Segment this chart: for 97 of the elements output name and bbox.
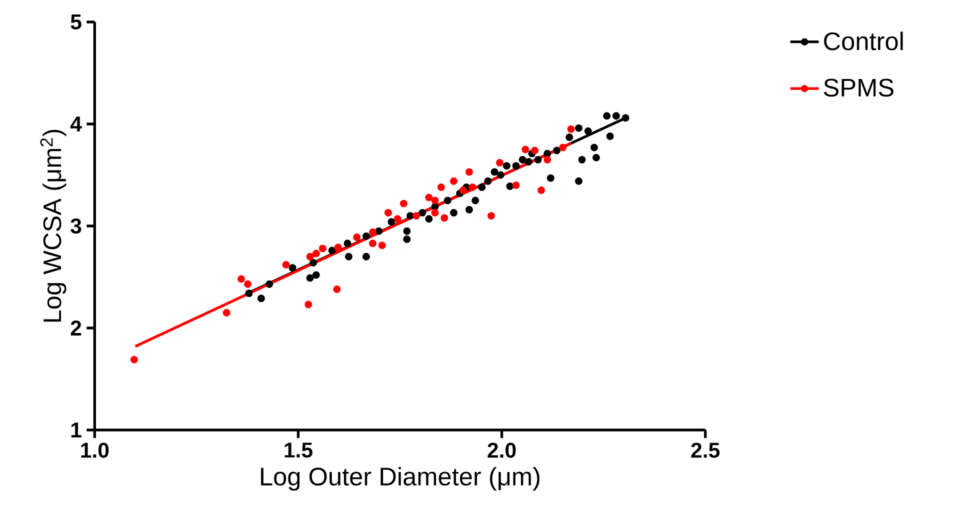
point: [378, 242, 386, 250]
y-tick-label: 1: [71, 422, 82, 438]
y-tick-label: 5: [70, 14, 82, 30]
point: [368, 228, 376, 236]
point: [431, 209, 439, 216]
y-axis-title: Log WCSA (μm$^{2}$): [40, 130, 66, 322]
y-tick-label: 3: [70, 218, 82, 234]
point: [534, 156, 542, 164]
point: [440, 214, 448, 222]
point: [444, 196, 452, 204]
point: [431, 196, 439, 204]
point: [502, 162, 510, 170]
point: [222, 308, 230, 316]
point: [584, 127, 592, 135]
point: [606, 132, 614, 140]
point: [496, 171, 504, 179]
point: [544, 156, 552, 164]
point: [304, 300, 312, 308]
point: [282, 261, 290, 268]
point: [306, 274, 314, 282]
x-tick-label: 2.0: [488, 442, 516, 458]
point: [512, 181, 520, 189]
point: [403, 227, 411, 235]
point: [312, 250, 320, 258]
point: [567, 125, 575, 133]
point: [288, 264, 296, 272]
point: [531, 146, 538, 154]
x-tick-label: 1.5: [284, 442, 312, 458]
point: [478, 184, 486, 191]
point: [344, 252, 352, 260]
point: [437, 184, 445, 191]
point: [465, 168, 473, 176]
point: [328, 246, 336, 254]
point: [484, 177, 492, 185]
point: [522, 146, 530, 154]
point: [318, 244, 326, 252]
point: [465, 206, 473, 214]
point: [612, 112, 620, 120]
point: [130, 356, 138, 364]
point: [237, 275, 245, 283]
point: [394, 215, 402, 223]
point: [362, 232, 370, 240]
point: [490, 168, 498, 176]
point: [487, 212, 495, 220]
point: [472, 196, 480, 204]
point: [312, 271, 320, 279]
point: [603, 112, 611, 120]
point: [418, 209, 426, 216]
point: [362, 252, 370, 260]
point: [375, 227, 383, 235]
point: [368, 240, 376, 248]
point: [400, 200, 408, 208]
point: [459, 186, 467, 194]
point: [450, 209, 458, 216]
point: [353, 233, 361, 241]
point: [622, 114, 630, 122]
point: [450, 177, 458, 185]
point: [559, 144, 567, 152]
point: [412, 212, 420, 220]
y-tick-label: 4: [70, 116, 82, 132]
point: [244, 280, 252, 288]
point: [306, 252, 314, 260]
x-axis-title: Log Outer Diameter (μm): [261, 466, 540, 491]
point: [574, 177, 582, 185]
point: [245, 290, 253, 298]
point: [506, 182, 514, 190]
point: [496, 159, 504, 166]
point: [512, 162, 520, 170]
point: [553, 146, 560, 154]
point: [266, 280, 274, 288]
point: [590, 144, 598, 152]
x-tick-label: 2.5: [691, 442, 720, 458]
point: [468, 184, 476, 191]
point: [574, 124, 582, 132]
point: [538, 186, 546, 194]
point: [310, 258, 318, 266]
x-tick-label: 1.0: [81, 442, 109, 458]
point: [578, 156, 586, 164]
point: [344, 240, 352, 248]
point: [334, 244, 342, 252]
y-tick-label: 2: [70, 320, 82, 336]
point: [406, 212, 414, 220]
legend-label: SPMS: [824, 78, 894, 97]
point: [403, 236, 411, 243]
point: [384, 209, 392, 216]
point: [518, 156, 526, 164]
point: [425, 215, 433, 223]
point: [544, 150, 552, 158]
point: [524, 158, 532, 166]
point: [592, 154, 600, 162]
legend-label: Control: [824, 32, 903, 50]
point: [333, 286, 341, 293]
point: [425, 194, 433, 202]
point: [546, 174, 554, 182]
point: [257, 294, 265, 302]
point: [388, 218, 396, 226]
point: [566, 134, 574, 141]
